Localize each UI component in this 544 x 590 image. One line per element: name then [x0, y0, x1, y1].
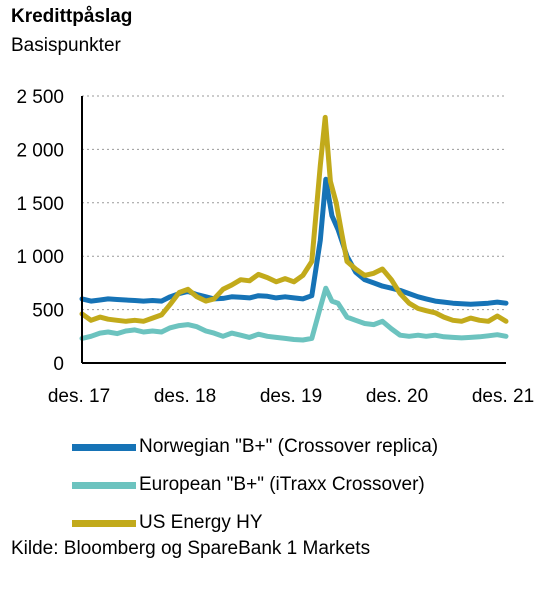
series-line-norwegian [79, 176, 509, 307]
series-lines [79, 114, 509, 343]
y-tick-label: 1 000 [16, 247, 64, 268]
legend-label-norwegian: Norwegian "B+" (Crossover replica) [139, 436, 439, 457]
x-tick-label: des. 20 [366, 386, 428, 407]
chart-subtitle: Basispunkter [11, 35, 121, 56]
y-tick-label: 0 [53, 354, 64, 375]
y-tick-label: 1 500 [16, 194, 64, 215]
y-tick-label: 2 500 [16, 87, 64, 108]
legend-swatch-norwegian [72, 443, 136, 451]
y-tick-label: 500 [32, 301, 64, 322]
gridlines [82, 95, 506, 311]
legend-item-european: European "B+" (iTraxx Crossover) [72, 466, 438, 504]
legend-item-norwegian: Norwegian "B+" (Crossover replica) [72, 428, 438, 466]
series-line-european [79, 285, 509, 343]
x-axis-tick-labels: des. 17 des. 18 des. 19 des. 20 des. 21 [48, 386, 534, 407]
legend: Norwegian "B+" (Crossover replica) Europ… [72, 428, 438, 542]
chart-title: Kredittpåslag [11, 6, 133, 27]
legend-item-us-energy: US Energy HY [72, 504, 438, 542]
legend-swatch-european [72, 481, 136, 489]
y-tick-label: 2 000 [16, 140, 64, 161]
x-tick-label: des. 21 [472, 386, 534, 407]
legend-label-us-energy: US Energy HY [139, 512, 263, 533]
series-line-us-energy [79, 114, 509, 324]
legend-swatch-us-energy [72, 519, 136, 527]
legend-label-european: European "B+" (iTraxx Crossover) [139, 474, 425, 495]
x-tick-label: des. 19 [260, 386, 322, 407]
x-tick-label: des. 18 [154, 386, 216, 407]
y-axis-tick-labels: 0 500 1 000 1 500 2 000 2 500 [16, 87, 64, 375]
source-note: Kilde: Bloomberg og SpareBank 1 Markets [11, 538, 371, 559]
x-tick-label: des. 17 [48, 386, 110, 407]
